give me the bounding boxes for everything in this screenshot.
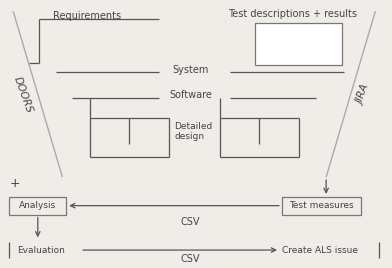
Text: CSV: CSV: [181, 254, 200, 264]
Text: +: +: [10, 177, 20, 190]
Text: System: System: [172, 65, 209, 75]
Bar: [9, 197, 66, 215]
Text: Requirements: Requirements: [53, 11, 121, 21]
Text: JIRA: JIRA: [356, 84, 372, 106]
Bar: [282, 197, 361, 215]
Text: Test measures: Test measures: [289, 201, 354, 210]
Text: Test descriptions + results: Test descriptions + results: [228, 9, 357, 19]
Text: Detailed
design: Detailed design: [174, 122, 213, 141]
Text: Software: Software: [169, 90, 212, 100]
Text: DOORS: DOORS: [12, 76, 34, 115]
Text: CSV: CSV: [181, 217, 200, 226]
Text: Analysis: Analysis: [19, 201, 56, 210]
Text: Create ALS issue: Create ALS issue: [282, 245, 358, 255]
Text: Evaluation: Evaluation: [17, 245, 65, 255]
Bar: [255, 23, 342, 65]
